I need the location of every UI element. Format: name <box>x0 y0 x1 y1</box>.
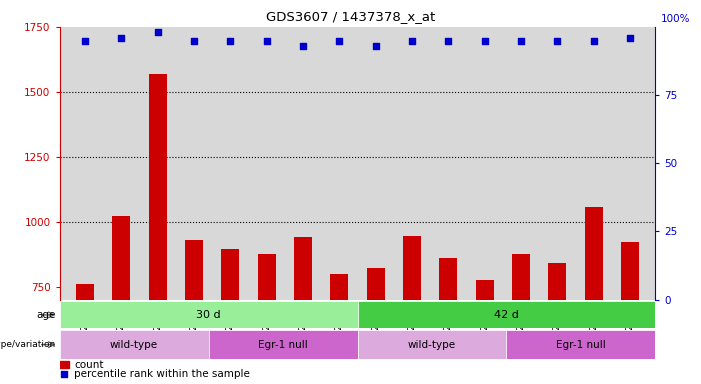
Bar <box>512 254 530 384</box>
Point <box>152 29 163 35</box>
Bar <box>403 236 421 384</box>
Point <box>552 38 563 44</box>
Bar <box>209 330 358 359</box>
Bar <box>149 74 167 384</box>
Bar <box>257 254 275 384</box>
Point <box>334 38 345 44</box>
Bar <box>367 268 385 384</box>
Text: genotype/variation: genotype/variation <box>0 340 56 349</box>
Bar <box>621 242 639 384</box>
Bar <box>548 263 566 384</box>
Bar <box>358 301 655 328</box>
Point <box>225 38 236 44</box>
Point <box>261 38 272 44</box>
Text: 42 d: 42 d <box>494 310 519 320</box>
Bar <box>440 258 458 384</box>
Point <box>479 38 490 44</box>
Point <box>625 35 636 41</box>
Point <box>443 38 454 44</box>
Bar <box>60 301 358 328</box>
Bar <box>506 330 655 359</box>
Text: Egr-1 null: Egr-1 null <box>258 339 308 350</box>
Text: Egr-1 null: Egr-1 null <box>556 339 606 350</box>
Bar <box>185 240 203 384</box>
Bar <box>60 330 209 359</box>
Bar <box>112 217 130 384</box>
Point <box>116 35 127 41</box>
Text: age: age <box>36 310 56 320</box>
Bar <box>222 249 240 384</box>
Text: count: count <box>74 359 104 369</box>
Bar <box>294 237 312 384</box>
Point <box>370 43 381 49</box>
Bar <box>60 361 69 368</box>
Point <box>59 371 70 377</box>
Point <box>515 38 526 44</box>
Text: 30 d: 30 d <box>196 310 221 320</box>
Bar <box>475 280 494 384</box>
Bar <box>358 330 506 359</box>
Text: percentile rank within the sample: percentile rank within the sample <box>74 369 250 379</box>
Text: wild-type: wild-type <box>110 339 158 350</box>
Point <box>297 43 308 49</box>
Point <box>588 38 599 44</box>
Point <box>407 38 418 44</box>
Text: wild-type: wild-type <box>408 339 456 350</box>
Bar <box>585 207 603 384</box>
Point <box>189 38 200 44</box>
Bar <box>330 273 348 384</box>
Text: GDS3607 / 1437378_x_at: GDS3607 / 1437378_x_at <box>266 10 435 23</box>
Point <box>79 38 90 44</box>
Text: 100%: 100% <box>661 14 690 24</box>
Bar <box>76 284 94 384</box>
